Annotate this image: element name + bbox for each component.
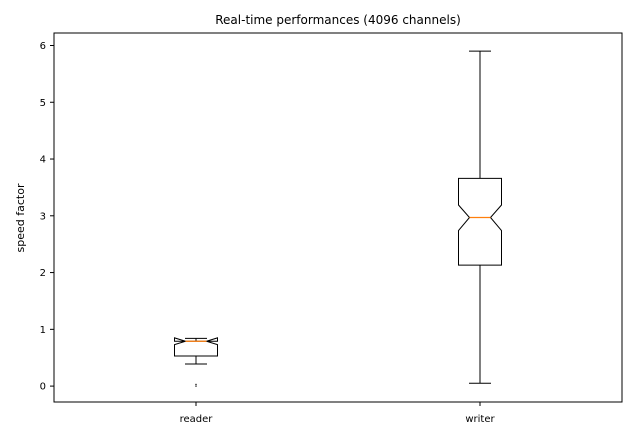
outlier-point [195,383,197,386]
outlier-point [195,385,197,387]
y-tick-label: 4 [40,155,46,166]
y-axis-label: speed factor [14,183,27,252]
chart-title: Real-time performances (4096 channels) [215,13,461,27]
x-tick-label: writer [465,414,495,425]
plot-area: 0 1 2 3 4 5 6 reader writer [40,32,623,425]
y-tick-label: 3 [40,211,46,222]
y-tick-label: 5 [40,98,46,109]
y-tick-label: 0 [40,382,46,393]
x-tick-label: reader [180,414,214,425]
y-tick-label: 1 [40,325,46,336]
plot-frame [53,32,623,403]
box-reader [174,337,218,357]
y-tick-label: 6 [40,41,46,52]
y-tick-label: 2 [40,268,46,279]
box-writer [458,177,502,266]
